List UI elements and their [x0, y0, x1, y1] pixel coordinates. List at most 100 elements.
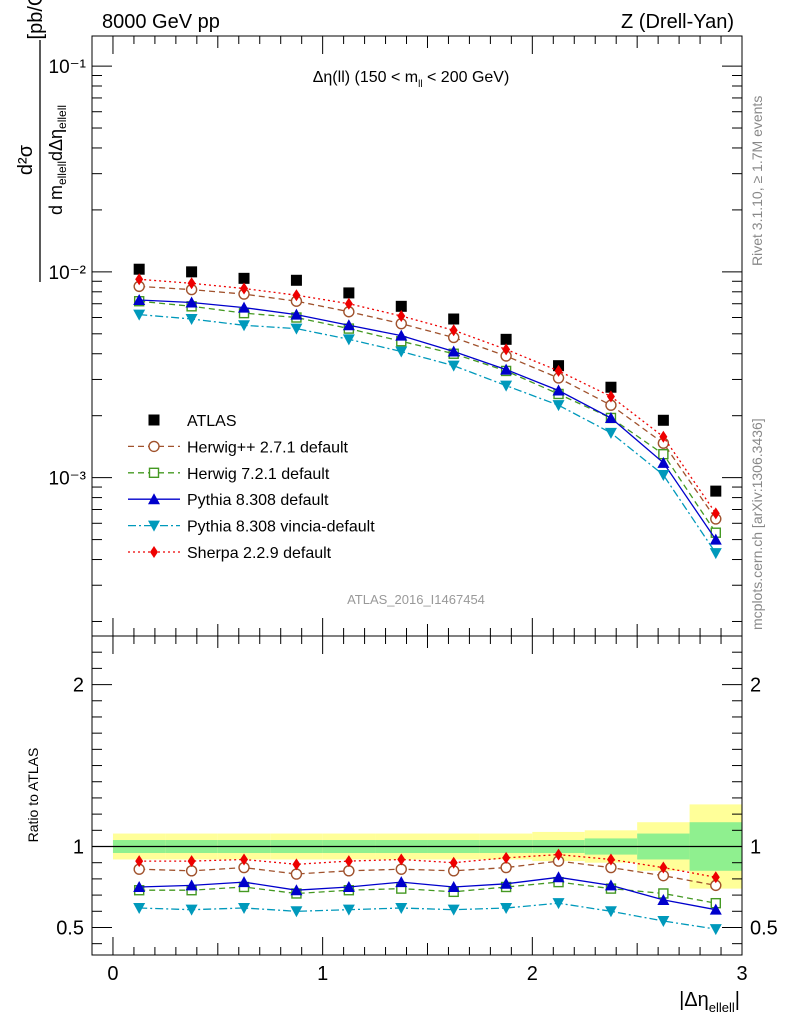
ratio-data-point [185, 879, 198, 891]
ratio-data-point [711, 871, 720, 884]
ratio-x-tick-label: 0 [107, 963, 118, 985]
main-data-point [185, 314, 198, 326]
ratio-series-line [139, 876, 716, 911]
ratio-series-line [139, 853, 716, 878]
ratio-data-point [709, 924, 722, 936]
legend-label: ATLAS [187, 413, 237, 430]
ratio-data-point [447, 904, 460, 916]
main-axis-ticks: 10⁻¹ 10⁻² 10⁻³ [49, 36, 743, 636]
ratio-data-point [344, 855, 353, 868]
legend-item: ATLAS [148, 413, 237, 430]
main-data-point [500, 380, 513, 392]
main-data-point [711, 507, 720, 520]
ratio-data-point [133, 903, 146, 915]
ratio-x-tick-label: 1 [317, 963, 328, 985]
main-data-point [659, 430, 668, 443]
main-series-line [139, 278, 717, 514]
main-data-point [554, 364, 563, 377]
ratio-series-0 [133, 855, 722, 892]
main-data-point [133, 309, 146, 321]
ratio-x-tick-label: 3 [736, 963, 747, 985]
ratio-data-point [187, 855, 196, 868]
ratio-x-tick-label: 2 [527, 963, 538, 985]
main-title: Δη(ll) (150 < mll < 200 GeV) [313, 69, 510, 90]
ratio-data-point [343, 865, 355, 877]
main-series-0 [133, 263, 722, 497]
main-data-point [604, 411, 617, 423]
legend-marker [148, 493, 160, 505]
main-data-point [502, 343, 511, 356]
ylabel-unit: [pb/GeV] [25, 0, 47, 39]
ratio-data-point [604, 879, 617, 891]
header-right: Z (Drell-Yan) [621, 11, 734, 33]
main-data-point [133, 293, 146, 305]
main-data-point [447, 360, 460, 372]
ratio-y-tick-label-right: 2 [750, 675, 761, 697]
legend-label: Pythia 8.308 default [187, 492, 329, 509]
ratio-data-point [135, 855, 144, 868]
main-series-line [139, 299, 717, 540]
main-data-point [605, 381, 617, 393]
ratio-axis-ticks: 0 1 2 3 0.5 0.5 1 1 2 2 [56, 635, 778, 985]
ratio-series-2 [133, 871, 722, 915]
ratio-data-point [185, 904, 198, 916]
main-title-part3: < 200 GeV) [423, 69, 510, 86]
legend-item: Pythia 8.308 vincia-default [128, 519, 375, 536]
legend: ATLAS Herwig++ 2.7.1 default Herwig 7.2.1 … [128, 413, 375, 562]
main-data-point [133, 263, 145, 275]
ratio-data-point [552, 871, 565, 883]
ratio-data-point [395, 863, 407, 875]
main-data-point [185, 296, 198, 308]
ratio-series-line [139, 881, 716, 904]
ratio-xlabel: |Δηellell| [679, 989, 740, 1015]
ratio-y-tick-label-left: 0.5 [56, 917, 84, 939]
main-data-point [552, 384, 565, 396]
ratio-data-point [604, 906, 617, 918]
ratio-plot-frame [91, 635, 743, 956]
main-data-point [290, 323, 303, 335]
ratio-data-point [133, 880, 146, 892]
ratio-data-point [185, 865, 198, 877]
legend-item: Herwig 7.2.1 default [128, 466, 330, 483]
ratio-data-point [657, 915, 670, 927]
legend-label: Herwig++ 2.7.1 default [187, 439, 349, 456]
ratio-data-point [447, 880, 460, 892]
main-data-point [395, 346, 408, 358]
ylabel-deta: dΔη [46, 129, 66, 161]
legend-marker [150, 546, 158, 558]
main-data-point [500, 333, 512, 345]
legend-label: Herwig 7.2.1 default [187, 466, 330, 483]
main-ylabel: d²σ d mellelldΔηellell [pb/GeV] [15, 0, 69, 282]
ratio-series-1 [133, 876, 721, 909]
ratio-y-tick-label-right: 1 [750, 837, 761, 859]
ratio-series-line [139, 902, 716, 930]
main-data-point [709, 533, 722, 545]
ratio-series-line [139, 860, 716, 887]
main-data-point [657, 414, 669, 426]
ratio-data-point [500, 877, 513, 889]
ratio-data-point [449, 856, 458, 869]
main-data-point [709, 548, 722, 560]
main-series-line [139, 313, 717, 554]
legend-marker [148, 440, 160, 453]
main-y-tick-label: 10⁻³ [49, 469, 87, 490]
ratio-panel: 0 1 2 3 0.5 0.5 1 1 2 2 Ratio to ATLAS |Δηellell| [25, 635, 778, 1015]
ratio-series-3 [133, 898, 722, 936]
main-data-point [342, 319, 355, 331]
main-title-sub: ll [418, 79, 422, 90]
rivet-label: Rivet 3.1.10, ≥ 1.7M events [749, 96, 765, 266]
main-series-group [133, 263, 722, 560]
ratio-data-point [240, 853, 249, 866]
legend-marker [148, 520, 160, 532]
legend-label: Sherpa 2.2.9 default [187, 545, 332, 562]
legend-item: Pythia 8.308 default [128, 492, 329, 509]
xlabel-sub: ellell [709, 1000, 735, 1015]
xlabel-main: |Δη [679, 989, 709, 1011]
main-data-point [500, 363, 513, 375]
legend-item: Sherpa 2.2.9 default [128, 545, 332, 562]
main-data-point [395, 329, 408, 341]
main-data-point [344, 297, 353, 310]
ratio-data-point [500, 861, 512, 874]
main-data-point [135, 273, 144, 286]
